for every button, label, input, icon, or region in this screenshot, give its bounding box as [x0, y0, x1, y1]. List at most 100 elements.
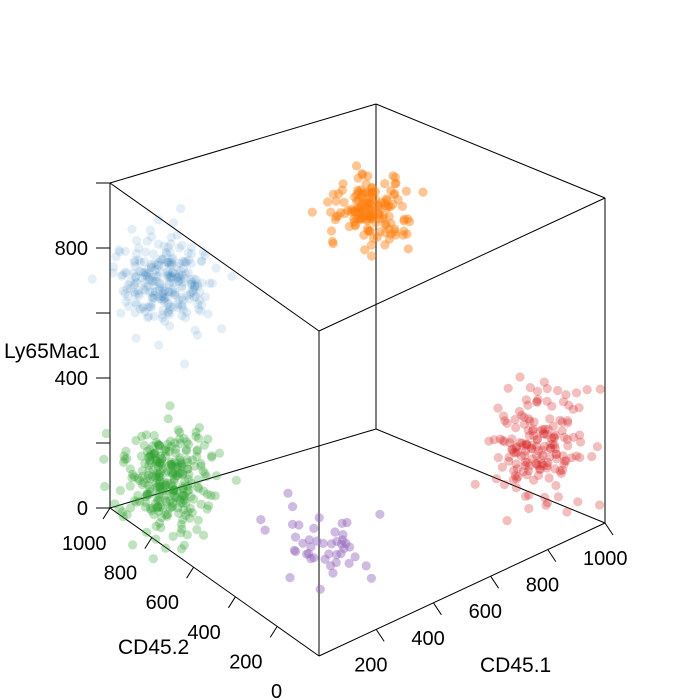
data-point	[186, 287, 196, 297]
data-point	[575, 430, 585, 440]
x-tick	[490, 575, 500, 589]
data-point	[172, 261, 182, 272]
data-point	[148, 293, 158, 303]
x-tick-label: 1000	[583, 548, 628, 570]
data-point	[151, 498, 161, 508]
data-point	[130, 257, 140, 267]
data-point	[403, 214, 413, 224]
data-point	[137, 479, 147, 490]
data-point	[344, 221, 354, 232]
data-point	[375, 210, 385, 220]
y-tick-label: 1000	[62, 533, 107, 555]
data-point	[522, 439, 532, 449]
data-point	[309, 553, 319, 563]
data-point	[140, 497, 151, 507]
data-point	[190, 325, 200, 335]
data-point	[149, 280, 159, 290]
box-edge	[109, 507, 320, 657]
data-point	[350, 552, 360, 562]
data-point	[167, 260, 177, 270]
data-point	[290, 532, 301, 542]
data-point	[145, 484, 155, 494]
data-point	[144, 275, 154, 285]
data-point	[331, 212, 341, 222]
x-axis-title: CD45.1	[480, 654, 551, 677]
data-point	[132, 300, 142, 310]
data-point	[227, 271, 237, 281]
data-point	[536, 426, 546, 436]
data-point	[154, 478, 164, 488]
data-point	[203, 501, 214, 511]
data-point	[336, 208, 346, 218]
data-point	[194, 304, 204, 314]
data-point	[298, 538, 308, 548]
data-point	[358, 211, 368, 222]
box-edge	[109, 182, 320, 332]
data-point	[508, 465, 519, 476]
data-point	[142, 474, 152, 484]
data-point	[365, 204, 375, 214]
data-point	[157, 459, 167, 469]
data-point	[127, 224, 137, 234]
data-point	[539, 377, 549, 387]
data-point	[306, 554, 316, 564]
data-point	[337, 518, 347, 529]
data-point	[548, 439, 558, 449]
data-point	[562, 416, 573, 426]
y-tick-label: 600	[146, 592, 179, 614]
data-point	[145, 504, 155, 514]
data-point	[177, 283, 187, 293]
data-point	[140, 247, 151, 257]
data-point	[563, 418, 573, 428]
data-point	[389, 190, 399, 200]
data-point	[532, 435, 542, 445]
data-point	[532, 397, 542, 407]
data-point	[147, 302, 157, 312]
data-point	[352, 214, 362, 224]
data-point	[356, 191, 366, 201]
data-point	[131, 271, 141, 281]
data-point	[175, 495, 185, 505]
data-point	[126, 283, 136, 294]
data-point	[504, 452, 514, 462]
data-point	[157, 454, 167, 464]
data-point	[170, 467, 180, 477]
data-point	[558, 451, 568, 461]
data-point	[169, 485, 179, 495]
data-point	[199, 486, 209, 496]
data-point	[136, 451, 146, 461]
data-point	[173, 425, 183, 435]
data-point	[155, 487, 165, 497]
data-point	[550, 430, 561, 440]
data-point	[542, 396, 552, 406]
data-point	[328, 238, 338, 249]
data-point	[130, 272, 140, 282]
data-point	[177, 524, 187, 534]
data-point	[155, 475, 165, 485]
data-point	[148, 287, 158, 297]
data-point	[307, 207, 317, 217]
data-point	[511, 459, 521, 469]
data-point	[139, 478, 149, 488]
data-point	[386, 218, 396, 228]
data-point	[331, 196, 341, 206]
data-point	[398, 230, 408, 240]
data-point	[99, 454, 109, 464]
data-point	[177, 544, 187, 554]
data-point	[521, 446, 531, 456]
data-point	[294, 520, 304, 530]
data-point	[184, 470, 194, 480]
data-point	[355, 204, 365, 214]
data-point	[164, 298, 174, 309]
data-point	[404, 217, 415, 227]
data-point	[118, 270, 128, 280]
data-point	[522, 470, 532, 480]
data-point	[151, 534, 161, 544]
data-point	[170, 491, 180, 501]
data-point	[130, 289, 141, 299]
data-point	[190, 461, 200, 471]
data-point	[191, 427, 201, 437]
data-point	[130, 496, 140, 506]
data-point	[528, 424, 539, 434]
data-point	[174, 434, 185, 444]
